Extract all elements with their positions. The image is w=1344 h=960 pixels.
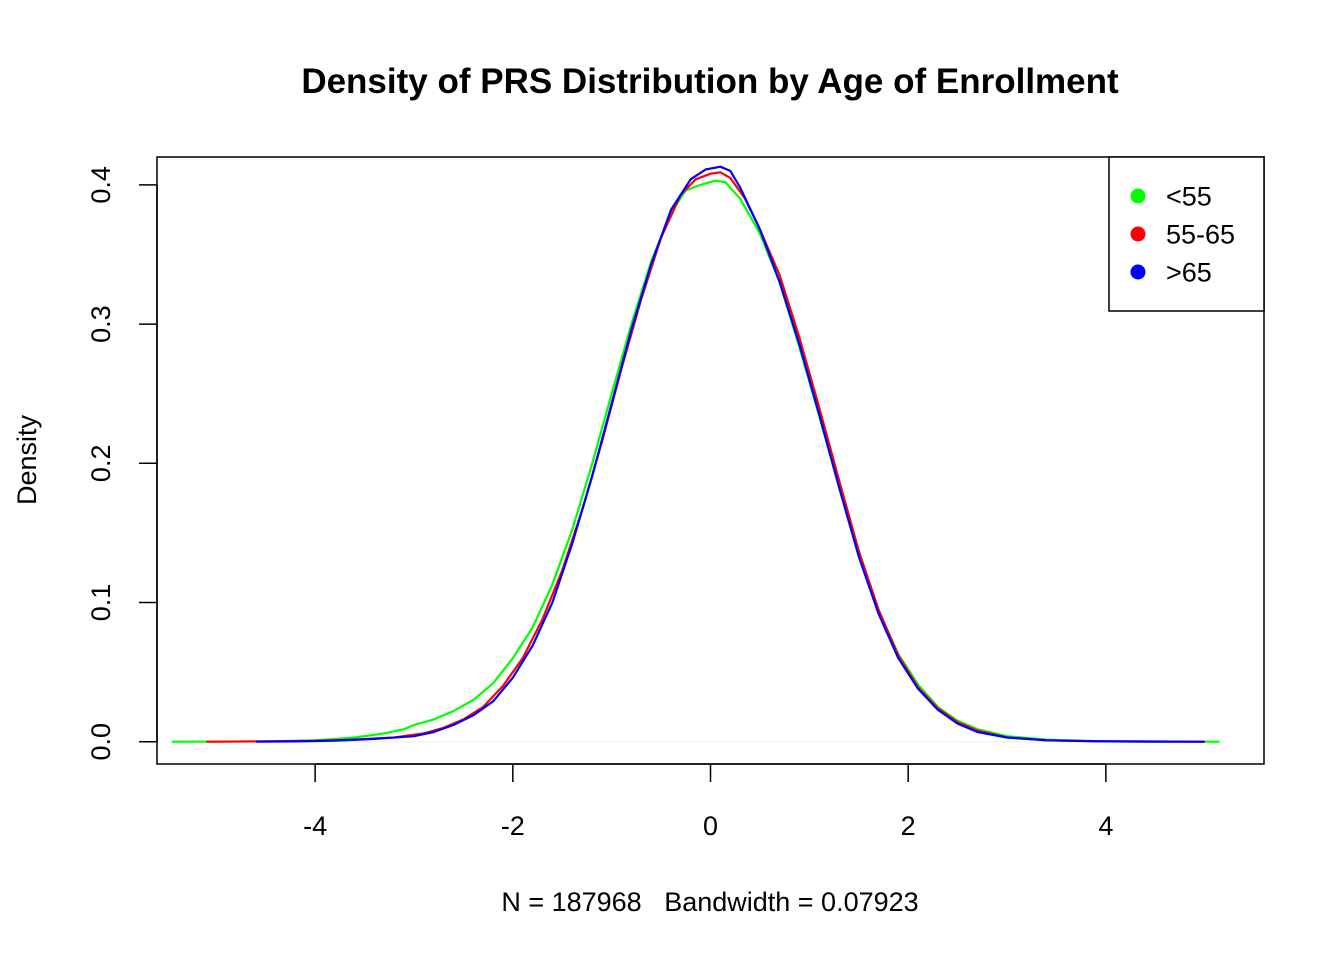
density-line-1 [206, 171, 1205, 743]
legend-label: 55-65 [1166, 220, 1235, 250]
legend-marker [1130, 264, 1146, 280]
legend-label: <55 [1166, 182, 1212, 212]
y-tick-label: 0.0 [86, 723, 116, 761]
y-axis-label: Density [12, 414, 42, 505]
x-tick-label: 2 [901, 811, 916, 841]
chart-title: Density of PRS Distribution by Age of En… [301, 62, 1119, 101]
x-axis: -4 -2 0 2 4 [303, 763, 1113, 841]
y-tick-label: 0.1 [86, 584, 116, 622]
legend: <55 55-65 >65 [1108, 156, 1265, 312]
x-tick-label: -2 [501, 811, 525, 841]
x-tick-label: 4 [1098, 811, 1113, 841]
density-line-0 [171, 179, 1220, 743]
y-tick-label: 0.2 [86, 445, 116, 483]
y-axis: 0.0 0.1 0.2 0.3 0.4 [86, 166, 158, 761]
y-tick-label: 0.4 [86, 166, 116, 204]
legend-label: >65 [1166, 258, 1212, 288]
x-tick-label: 0 [703, 811, 718, 841]
legend-marker [1130, 226, 1146, 242]
x-axis-label: N = 187968 Bandwidth = 0.07923 [501, 887, 918, 917]
plot-frame [156, 156, 1265, 765]
y-tick-label: 0.3 [86, 305, 116, 343]
x-tick-label: -4 [303, 811, 327, 841]
legend-marker [1130, 188, 1146, 204]
density-line-2 [255, 165, 1205, 743]
